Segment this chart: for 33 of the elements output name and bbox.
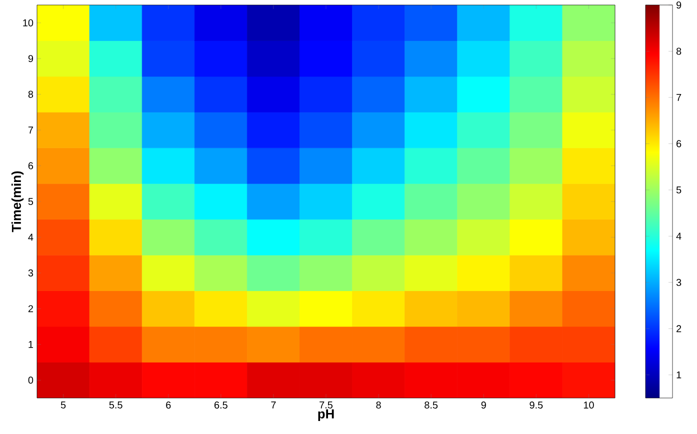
color-bar-label: 7 (676, 94, 682, 101)
y-tick-label: 3 (28, 269, 34, 276)
y-axis-title: Time(min) (11, 171, 24, 232)
x-tick-label: 6 (166, 402, 171, 409)
x-tick-label: 7 (271, 402, 276, 408)
y-tick-label: 10 (23, 19, 34, 26)
y-tick-label: 1 (28, 340, 33, 348)
color-bar-label: 9 (676, 1, 682, 9)
y-tick-label: 7 (28, 126, 33, 134)
y-tick-label: 5 (28, 198, 34, 205)
x-tick-label: 10 (584, 402, 594, 409)
color-bar-label: 1 (676, 371, 682, 378)
y-tick-label: 6 (28, 162, 34, 170)
x-tick-label: 9 (481, 402, 486, 409)
color-bar-label: 4 (676, 232, 682, 240)
color-bar-label: 8 (676, 48, 682, 55)
x-tick-label: 7.5 (320, 402, 333, 408)
y-tick-label: 9 (28, 55, 34, 62)
y-tick-label: 4 (28, 234, 34, 241)
x-tick-label: 8 (376, 402, 381, 409)
color-bar-label: 2 (676, 325, 682, 332)
x-tick-label: 9.5 (530, 402, 543, 409)
color-bar-label: 5 (676, 186, 682, 194)
y-tick-label: 8 (28, 90, 34, 98)
y-tick-label: 2 (28, 305, 33, 312)
x-tick-label: 8.5 (424, 402, 438, 409)
x-tick-label: 6.5 (214, 402, 228, 409)
color-bar-label: 6 (676, 140, 682, 148)
x-tick-label: 5.5 (109, 402, 122, 408)
color-bar-label: 3 (676, 278, 682, 286)
x-axis-title: pH (318, 409, 334, 422)
x-tick-label: 5 (60, 402, 66, 408)
y-tick-label: 0 (28, 376, 34, 384)
